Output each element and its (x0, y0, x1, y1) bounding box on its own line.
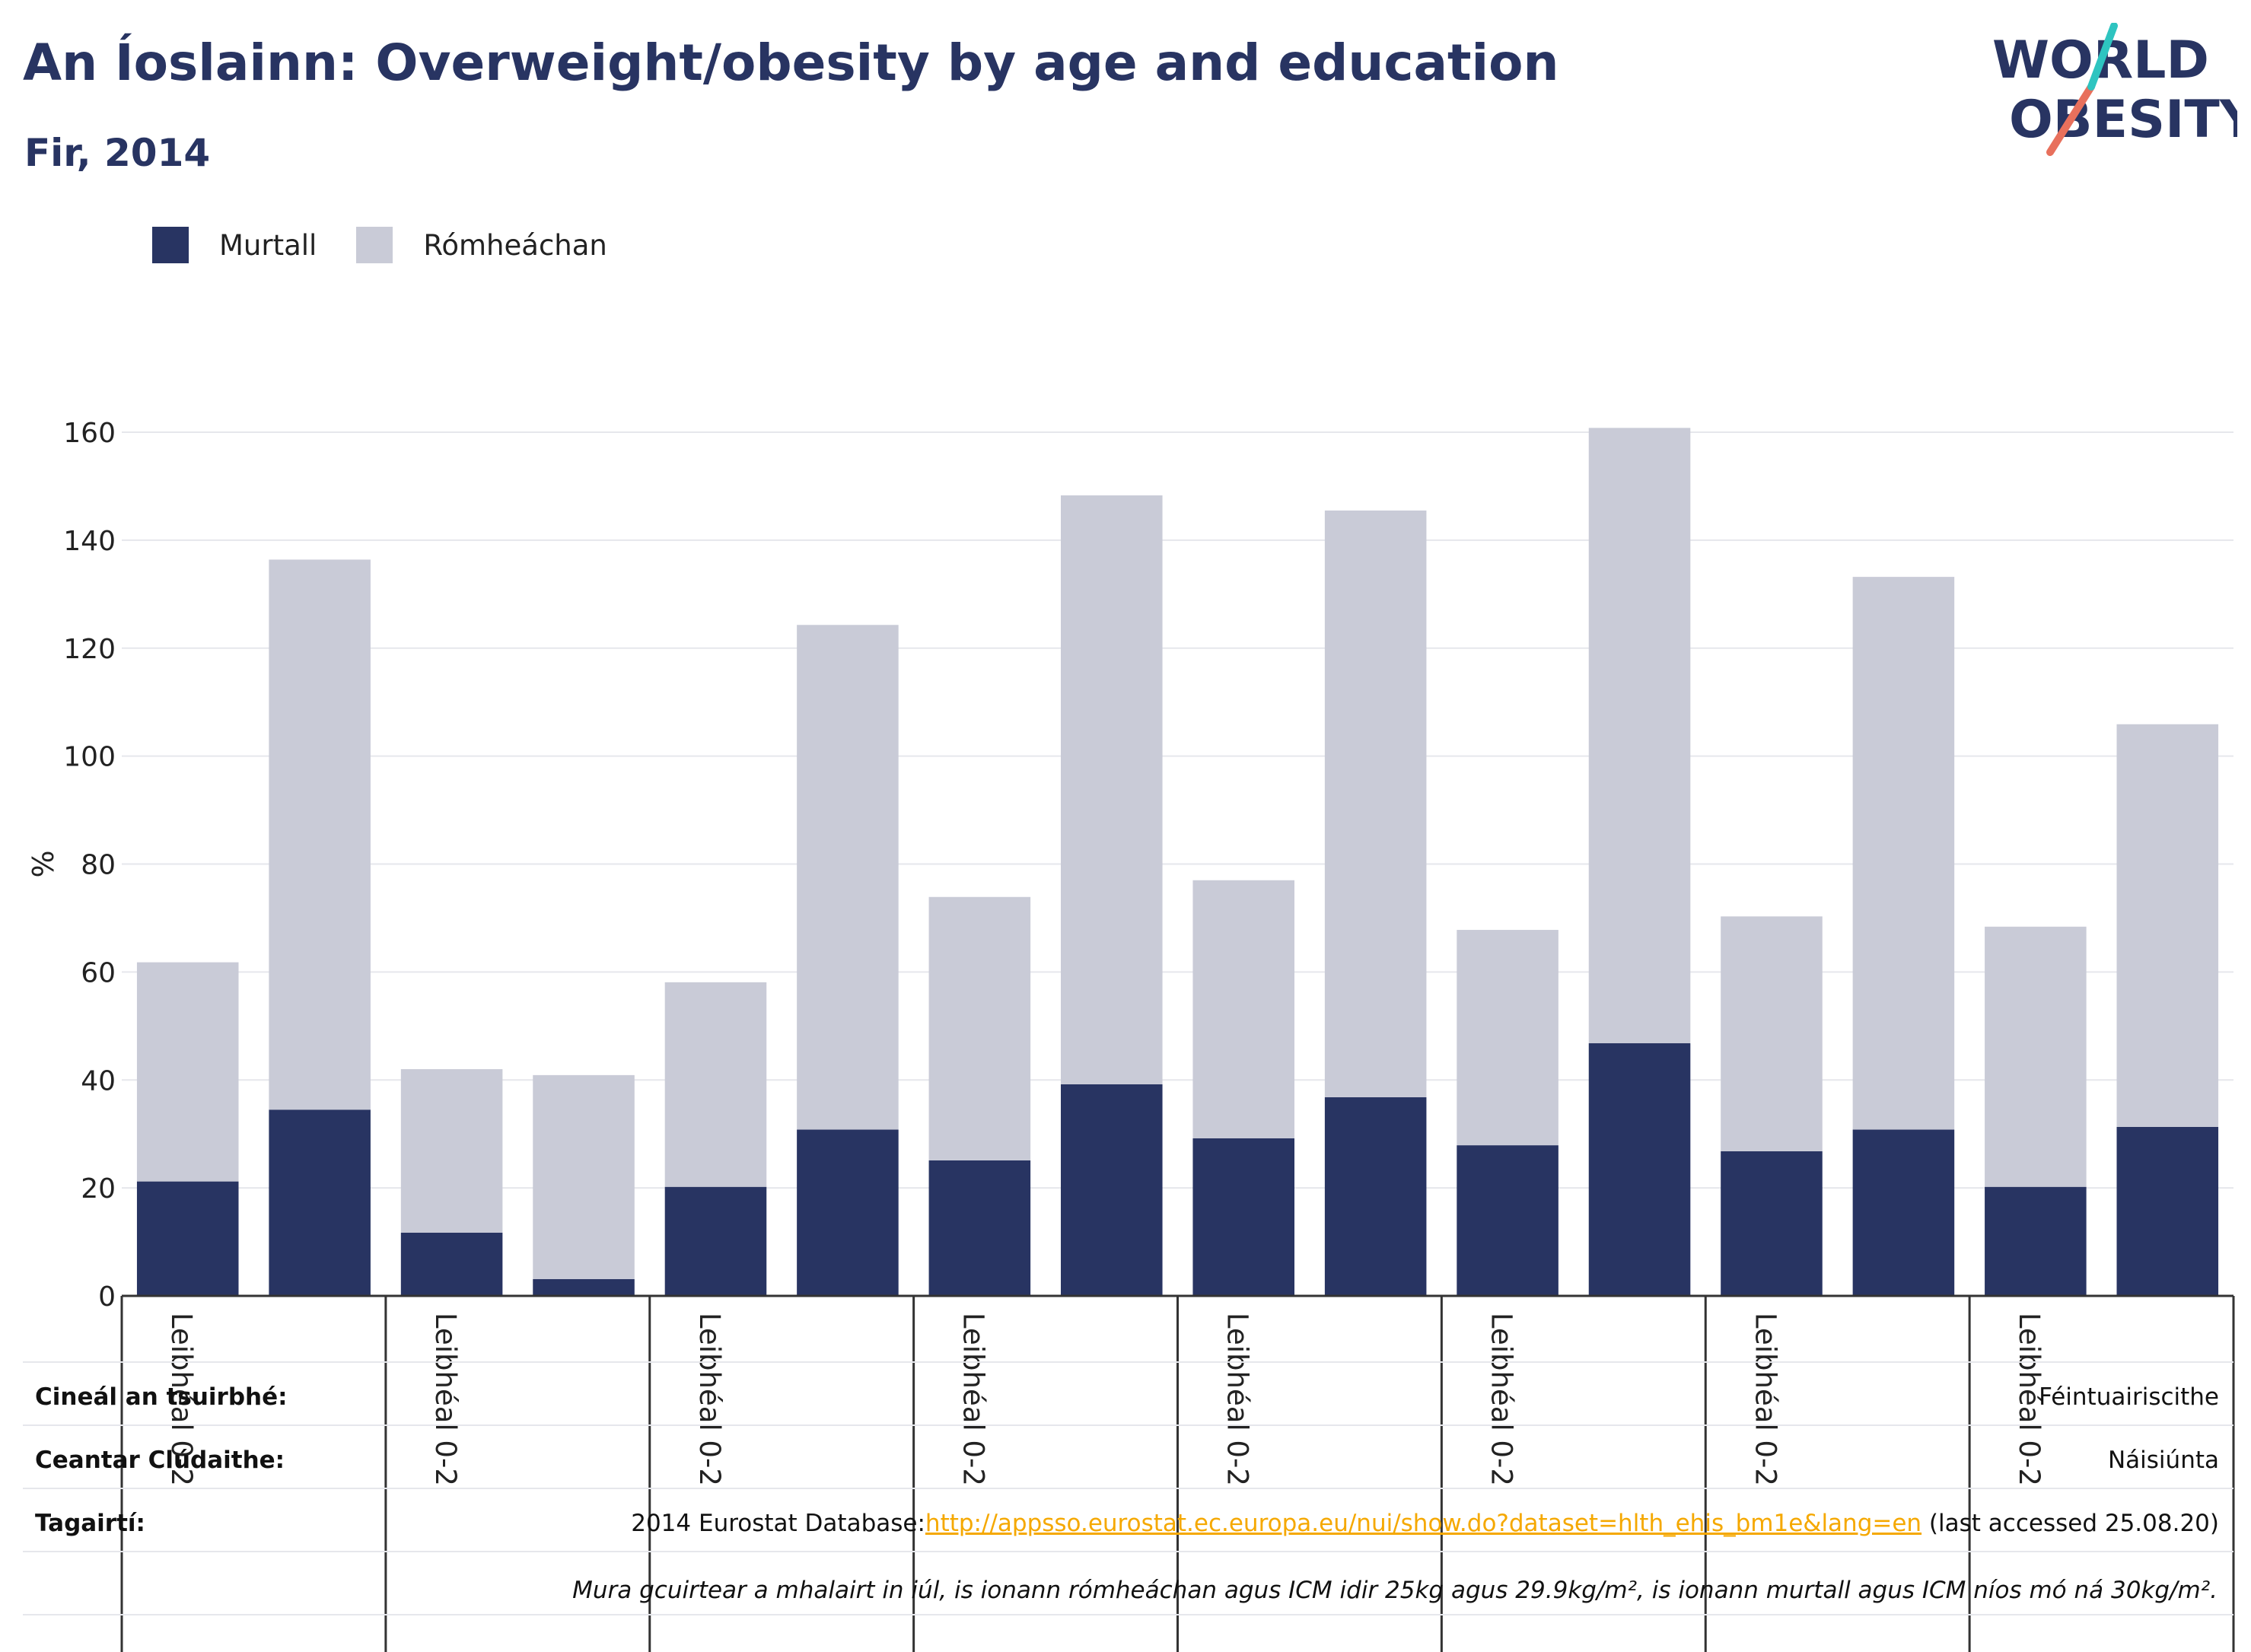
logo-word-2: OBESITY (2009, 90, 2237, 150)
references-link[interactable]: http://appsso.eurostat.ec.europa.eu/nui/… (925, 1510, 1922, 1537)
chart-subtitle: Fir, 2014 (24, 131, 211, 175)
bar-rómheáchan (136, 962, 239, 1182)
bar-rómheáchan (1721, 916, 1823, 1151)
y-tick-label: 0 (98, 1281, 116, 1313)
bar-murtall (1061, 1084, 1163, 1296)
bar-murtall (400, 1233, 503, 1296)
legend-swatch-murtall (152, 227, 189, 263)
coverage-value: Náisiúnta (2107, 1447, 2219, 1474)
bar-murtall (797, 1129, 899, 1296)
bar-murtall (1457, 1145, 1559, 1296)
chart-title: An Íoslainn: Overweight/obesity by age a… (23, 33, 1559, 92)
x-group-label: Leibhéal 0-2 (693, 1313, 726, 1486)
bar-rómheáchan (797, 625, 899, 1130)
legend-swatch-romheachan (356, 227, 393, 263)
survey-type-row: Cineál an tsuirbhé: Féintuairiscithe (35, 1383, 2219, 1411)
bar-rómheáchan (269, 559, 371, 1110)
bar-murtall (1721, 1151, 1823, 1296)
footnote: Mura gcuirtear a mhalairt in iúl, is ion… (572, 1577, 2218, 1604)
bar-rómheáchan (1985, 926, 2087, 1187)
coverage-row: Ceantar Clúdaithe: Náisiúnta (35, 1447, 2219, 1474)
bar-rómheáchan (928, 896, 1031, 1160)
y-axis-label: % (27, 850, 60, 877)
y-tick-label: 60 (81, 957, 116, 988)
bar-rómheáchan (2116, 724, 2219, 1127)
bar-murtall (1985, 1186, 2087, 1296)
legend-label-romheachan: Rómheáchan (423, 228, 607, 262)
bar-murtall (2116, 1126, 2219, 1296)
bar-murtall (269, 1109, 371, 1296)
chart-legend: Murtall Rómheáchan (152, 227, 642, 263)
bar-rómheáchan (1061, 495, 1163, 1084)
bar-murtall (1588, 1043, 1691, 1296)
x-group-label: Leibhéal 0-2 (2013, 1313, 2046, 1486)
references-label: Tagairtí: (35, 1510, 145, 1537)
references-suffix: (last accessed 25.08.20) (1921, 1510, 2219, 1537)
bar-rómheáchan (1192, 880, 1294, 1138)
legend-item-murtall: Murtall (152, 227, 317, 263)
bar-rómheáchan (533, 1074, 635, 1280)
bar-rómheáchan (664, 982, 767, 1187)
references-prefix: 2014 Eurostat Database: (631, 1510, 925, 1537)
bar-rómheáchan (1588, 428, 1691, 1044)
bar-murtall (1324, 1097, 1427, 1296)
x-group-label: Leibhéal 0-2 (1749, 1313, 1781, 1486)
bar-rómheáchan (400, 1069, 503, 1233)
survey-type-label: Cineál an tsuirbhé: (35, 1383, 288, 1411)
bar-murtall (928, 1160, 1031, 1296)
x-group-label: Leibhéal 0-2 (1485, 1313, 1517, 1486)
y-tick-label: 20 (81, 1173, 116, 1205)
coverage-label: Ceantar Clúdaithe: (35, 1447, 285, 1474)
y-tick-label: 40 (81, 1065, 116, 1097)
bar-murtall (136, 1181, 239, 1296)
x-group-label: Leibhéal 0-2 (1221, 1313, 1254, 1486)
legend-label-murtall: Murtall (219, 228, 317, 262)
world-obesity-logo: WORLD OBESITY (1992, 23, 2237, 156)
bar-murtall (533, 1279, 635, 1296)
bar-murtall (1192, 1138, 1294, 1296)
survey-type-value: Féintuairiscithe (2039, 1383, 2219, 1411)
y-tick-label: 120 (63, 634, 116, 665)
x-group-label: Leibhéal 0-2 (957, 1313, 990, 1486)
bar-rómheáchan (1852, 577, 1955, 1130)
y-tick-label: 80 (81, 850, 116, 881)
y-tick-label: 140 (63, 526, 116, 557)
bar-rómheáchan (1457, 930, 1559, 1146)
bar-murtall (664, 1186, 767, 1296)
references-row: Tagairtí: 2014 Eurostat Database:http://… (35, 1510, 2219, 1537)
x-group-label: Leibhéal 0-2 (165, 1313, 198, 1486)
y-tick-label: 100 (63, 742, 116, 773)
references-value: 2014 Eurostat Database:http://appsso.eur… (631, 1510, 2219, 1537)
x-group-label: Leibhéal 0-2 (429, 1313, 462, 1486)
bar-murtall (1852, 1129, 1955, 1296)
y-tick-label: 160 (63, 418, 116, 449)
legend-item-romheachan: Rómheáchan (356, 227, 607, 263)
bar-rómheáchan (1324, 510, 1427, 1097)
